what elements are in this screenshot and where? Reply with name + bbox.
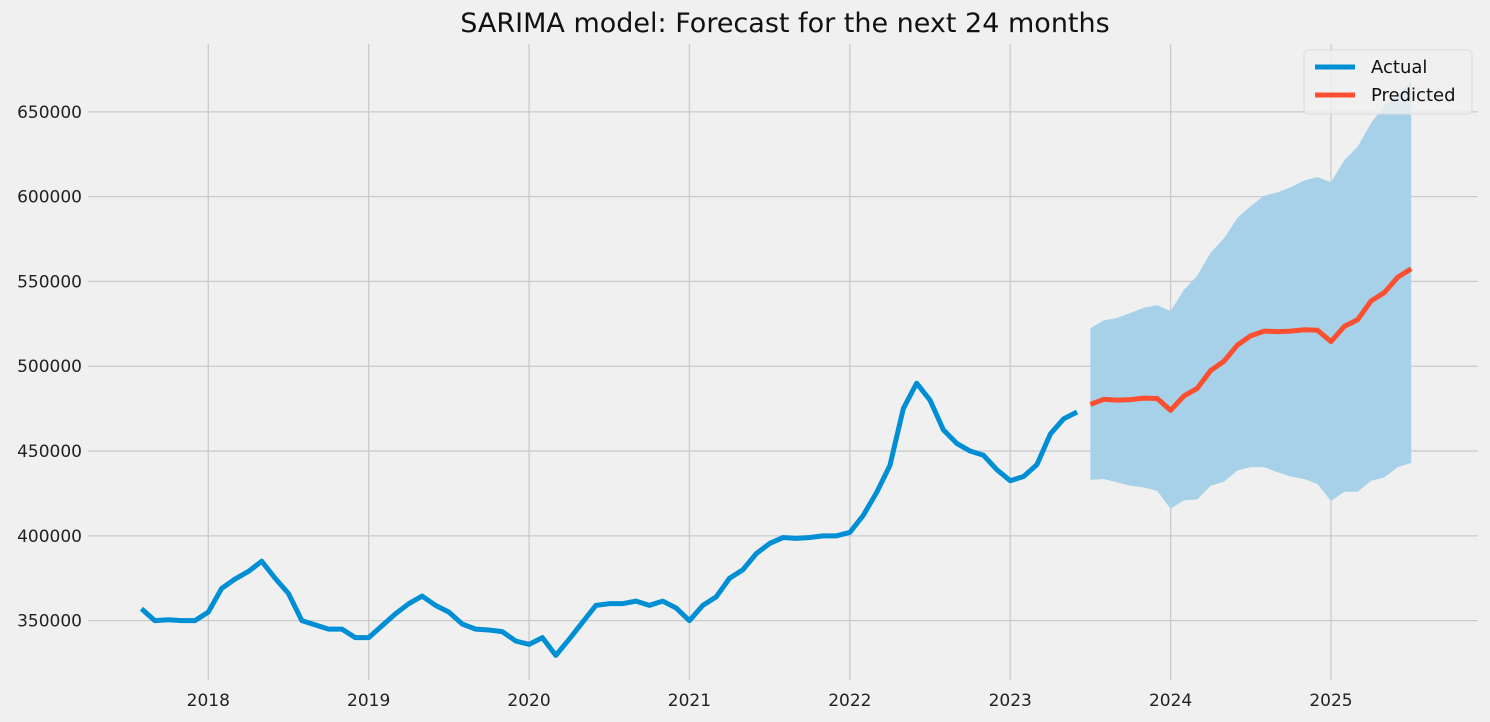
x-tick-label: 2021 [668,691,711,711]
x-tick-label: 2020 [507,691,550,711]
x-tick-label: 2023 [989,691,1032,711]
y-tick-label: 350000 [17,612,82,632]
x-tick-label: 2024 [1149,691,1192,711]
series-line-predicted [1089,266,1413,413]
series-layer [139,266,1413,658]
legend-label-predicted: Predicted [1371,85,1456,106]
legend: Actual Predicted [1303,49,1473,115]
series-line-actual [139,380,1079,658]
confidence-band-layer [1090,81,1412,509]
x-tick-label: 2019 [347,691,390,711]
x-axis-ticks: 2018 2019 2020 2021 2022 2023 2024 2025 [187,691,1353,711]
confidence-band [1090,81,1412,509]
y-tick-label: 450000 [17,442,82,462]
y-tick-label: 550000 [17,272,82,292]
y-tick-label: 500000 [17,357,82,377]
x-tick-label: 2022 [828,691,871,711]
x-tick-label: 2018 [187,691,230,711]
y-tick-label: 400000 [17,527,82,547]
y-axis-ticks: 350000 400000 450000 500000 550000 600000 6500… [17,103,82,632]
x-tick-label: 2025 [1309,691,1352,711]
y-tick-label: 650000 [17,103,82,123]
y-tick-label: 600000 [17,188,82,208]
chart-title: SARIMA model: Forecast for the next 24 m… [460,8,1109,39]
legend-label-actual: Actual [1371,57,1427,78]
